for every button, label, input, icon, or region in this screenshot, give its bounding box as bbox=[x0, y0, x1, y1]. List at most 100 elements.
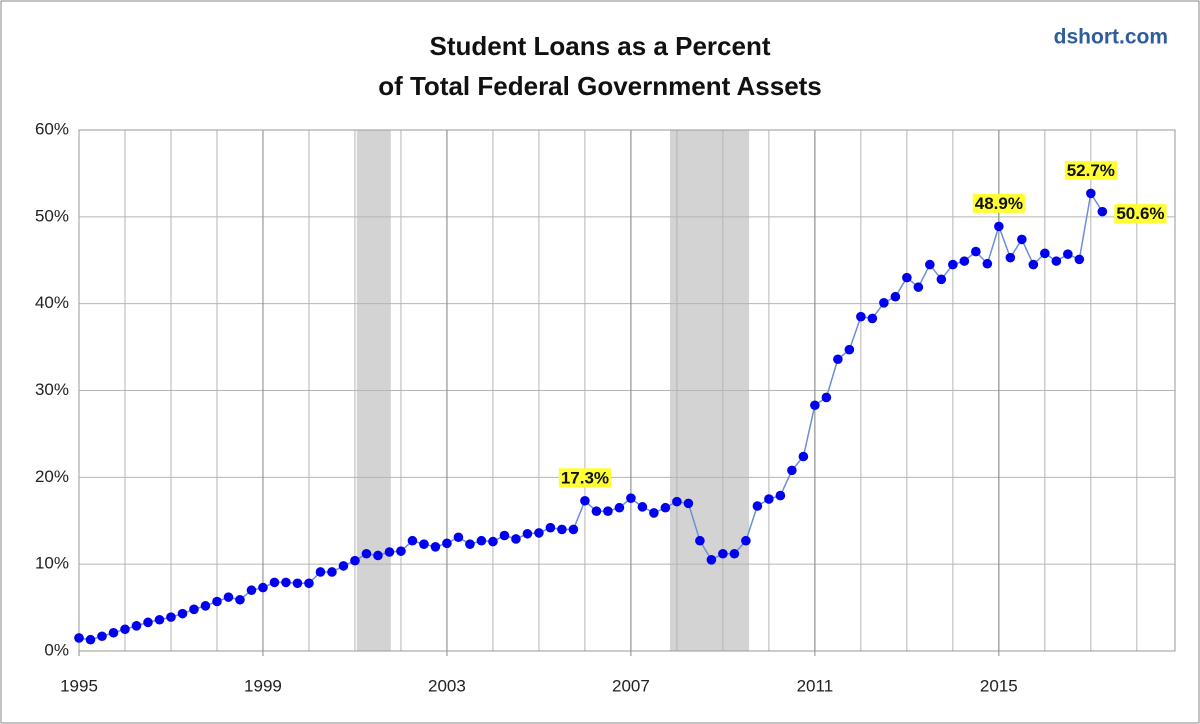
data-point bbox=[775, 490, 786, 501]
y-tick-label: 0% bbox=[44, 640, 69, 659]
value-label-bg bbox=[972, 193, 1025, 213]
data-point bbox=[212, 596, 222, 607]
data-point bbox=[120, 624, 130, 635]
data-point bbox=[292, 578, 303, 589]
value-label-group: 52.7% bbox=[1064, 160, 1117, 180]
chart-title: Student Loans as a Percent bbox=[430, 31, 771, 61]
data-point bbox=[177, 608, 188, 619]
data-point bbox=[453, 532, 464, 543]
data-point bbox=[913, 282, 924, 292]
value-label-group: 48.9% bbox=[972, 193, 1025, 213]
data-point bbox=[373, 550, 383, 561]
data-point bbox=[97, 631, 107, 642]
data-point bbox=[476, 535, 487, 546]
data-point bbox=[706, 555, 717, 565]
data-point bbox=[1028, 259, 1039, 270]
data-point bbox=[971, 246, 981, 257]
data-point bbox=[189, 604, 199, 615]
plot-frame bbox=[78, 129, 1176, 652]
data-point bbox=[1040, 248, 1050, 259]
data-point bbox=[511, 534, 521, 544]
data-point bbox=[246, 585, 257, 596]
data-point bbox=[798, 451, 809, 462]
value-label-bg bbox=[1114, 204, 1167, 224]
x-tick-label: 2003 bbox=[428, 676, 466, 695]
data-point bbox=[534, 528, 544, 538]
data-point bbox=[959, 256, 970, 266]
data-point bbox=[304, 578, 314, 589]
value-label: 52.7% bbox=[1067, 161, 1115, 180]
data-point bbox=[223, 592, 234, 602]
y-tick-label: 10% bbox=[35, 554, 69, 573]
data-point bbox=[810, 400, 820, 411]
data-point bbox=[718, 548, 728, 559]
data-point bbox=[488, 536, 498, 547]
value-label-group: 17.3% bbox=[558, 468, 612, 488]
data-point bbox=[568, 524, 579, 535]
data-point bbox=[879, 297, 889, 308]
data-point bbox=[948, 259, 958, 270]
data-point bbox=[1005, 252, 1016, 263]
data-point bbox=[327, 567, 337, 577]
x-tick-label: 1995 bbox=[60, 676, 98, 695]
data-point bbox=[384, 547, 395, 557]
y-tick-label: 40% bbox=[35, 293, 69, 312]
data-point bbox=[890, 291, 901, 302]
data-point bbox=[258, 582, 268, 593]
source: dshort.com bbox=[1054, 26, 1168, 49]
data-point bbox=[442, 538, 452, 549]
data-point bbox=[626, 493, 636, 503]
data-point bbox=[350, 555, 360, 566]
data-point bbox=[591, 506, 602, 516]
data-point bbox=[994, 221, 1004, 232]
y-tick-label: 50% bbox=[35, 206, 69, 225]
data-point bbox=[315, 567, 326, 577]
data-point bbox=[108, 627, 119, 638]
data-point bbox=[902, 272, 912, 283]
data-point bbox=[269, 577, 280, 588]
data-point bbox=[856, 311, 866, 322]
value-label-bg bbox=[1064, 160, 1117, 180]
data-point bbox=[649, 508, 659, 518]
data-point bbox=[787, 465, 797, 476]
data-point bbox=[672, 496, 682, 507]
data-point bbox=[741, 535, 751, 546]
y-tick-label: 60% bbox=[35, 119, 69, 138]
x-tick-label: 1999 bbox=[244, 676, 282, 695]
value-label: 50.6% bbox=[1116, 204, 1164, 223]
data-point bbox=[867, 313, 878, 324]
chart-subtitle: of Total Federal Government Assets bbox=[378, 71, 822, 101]
data-point bbox=[925, 259, 935, 270]
y-tick-label: 30% bbox=[35, 380, 69, 399]
data-point bbox=[281, 577, 291, 588]
data-point bbox=[1097, 206, 1108, 217]
data-point bbox=[85, 634, 96, 645]
x-tick-label: 2007 bbox=[612, 676, 650, 695]
data-point bbox=[683, 498, 694, 509]
value-label: 17.3% bbox=[561, 468, 609, 487]
data-point bbox=[154, 614, 165, 625]
data-point bbox=[1017, 234, 1027, 245]
data-point bbox=[614, 502, 625, 513]
x-tick-label: 2011 bbox=[797, 676, 834, 695]
data-point bbox=[499, 530, 510, 541]
data-point bbox=[1074, 254, 1085, 265]
data-point bbox=[1086, 188, 1096, 199]
data-point bbox=[936, 274, 947, 285]
data-point bbox=[407, 535, 418, 546]
value-label: 48.9% bbox=[975, 194, 1023, 213]
data-point bbox=[821, 392, 832, 403]
data-point bbox=[1051, 256, 1062, 266]
data-point bbox=[695, 535, 705, 546]
data-point bbox=[361, 548, 372, 559]
data-point bbox=[74, 633, 84, 643]
data-point bbox=[580, 495, 590, 506]
data-point bbox=[419, 539, 429, 549]
y-tick-label: 20% bbox=[35, 467, 69, 486]
data-point bbox=[545, 522, 556, 533]
data-point bbox=[465, 539, 475, 549]
data-point bbox=[430, 542, 441, 552]
data-point bbox=[235, 594, 245, 605]
data-point bbox=[166, 612, 176, 622]
